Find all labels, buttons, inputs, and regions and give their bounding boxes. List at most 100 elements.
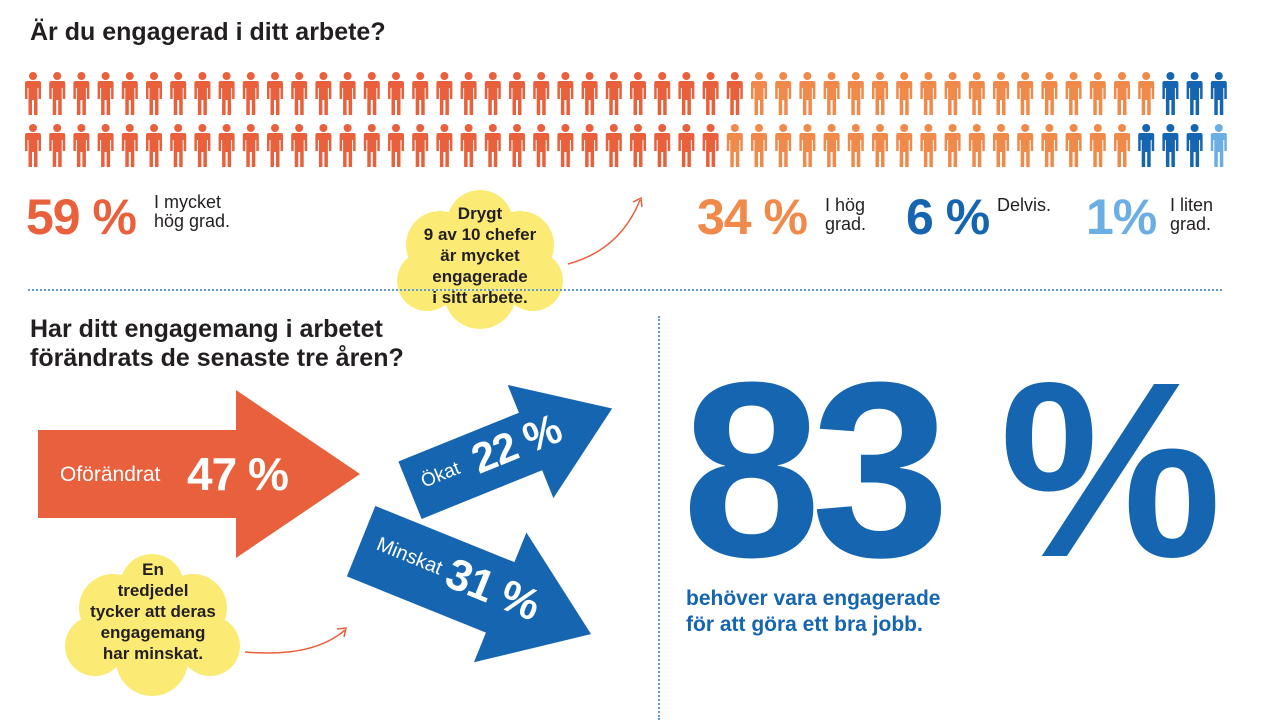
person-icon <box>460 124 477 167</box>
person-icon <box>702 124 719 167</box>
speech-cloud-bottom <box>65 554 240 696</box>
person-icon <box>1210 124 1227 167</box>
person-icon <box>460 72 477 115</box>
person-icon <box>1186 72 1203 115</box>
person-icon <box>49 124 66 167</box>
person-icon <box>799 124 816 167</box>
person-icon <box>1089 72 1106 115</box>
arrow-decreased: Minskat 31 % <box>335 476 619 699</box>
person-icon <box>944 72 961 115</box>
person-icon <box>194 72 211 115</box>
pointer-arrow-top <box>567 196 643 265</box>
person-icon <box>315 72 332 115</box>
person-icon <box>363 72 380 115</box>
person-icon <box>1114 72 1130 115</box>
stat-value-high: 34 % <box>697 189 808 245</box>
person-icon <box>97 124 114 167</box>
person-icon <box>847 124 864 167</box>
stat-label-high: I hög grad. <box>825 195 867 234</box>
person-icon <box>242 124 259 167</box>
person-icon <box>605 72 622 115</box>
person-icon <box>775 72 792 115</box>
person-icon <box>896 72 913 115</box>
person-icon <box>291 124 308 167</box>
arrow-unchanged-value: 47 % <box>187 448 289 500</box>
person-icon <box>630 124 646 167</box>
person-icon <box>412 124 429 167</box>
person-icon <box>702 72 719 115</box>
person-icon <box>242 72 259 115</box>
stat-label-low: I liten grad. <box>1170 195 1214 234</box>
person-icon <box>726 72 743 115</box>
person-icon <box>267 124 283 167</box>
person-icon <box>872 124 888 167</box>
stat-value-very-high: 59 % <box>26 189 137 245</box>
person-icon <box>1162 72 1179 115</box>
person-icon <box>799 72 816 115</box>
person-icon <box>654 124 671 167</box>
person-icon <box>993 72 1009 115</box>
person-icon <box>194 124 211 167</box>
person-icon <box>823 124 840 167</box>
person-icon <box>726 124 743 167</box>
stat-value-partly: 6 % <box>906 189 990 245</box>
person-icon <box>484 124 501 167</box>
person-icon <box>896 124 913 167</box>
person-icon <box>1210 72 1227 115</box>
person-icon <box>73 72 90 115</box>
person-icon <box>920 124 937 167</box>
person-icon <box>533 72 550 115</box>
pictogram-chart <box>25 72 1227 167</box>
person-icon <box>557 124 574 167</box>
arrow-increased: Ökat 22 % <box>387 351 637 547</box>
section2-title: Har ditt engagemang i arbetet förändrats… <box>30 315 404 372</box>
person-icon <box>775 124 792 167</box>
person-icon <box>25 72 41 115</box>
person-icon <box>509 124 525 167</box>
person-icon <box>49 72 66 115</box>
person-icon <box>170 124 187 167</box>
person-icon <box>1162 124 1179 167</box>
person-icon <box>315 124 332 167</box>
person-icon <box>1041 124 1058 167</box>
person-icon <box>605 124 622 167</box>
person-icon <box>73 124 90 167</box>
person-icon <box>436 124 453 167</box>
person-icon <box>436 72 453 115</box>
person-icon <box>1138 124 1155 167</box>
person-icon <box>968 124 985 167</box>
person-icon <box>388 124 404 167</box>
person-icon <box>993 124 1009 167</box>
person-icon <box>484 72 501 115</box>
person-icon <box>1114 124 1130 167</box>
person-icon <box>388 72 404 115</box>
person-icon <box>944 124 961 167</box>
person-icon <box>581 72 598 115</box>
person-icon <box>339 124 356 167</box>
person-icon <box>1186 124 1203 167</box>
person-icon <box>678 124 695 167</box>
person-icon <box>968 72 985 115</box>
person-icon <box>146 124 162 167</box>
person-icon <box>847 72 864 115</box>
person-icon <box>1089 124 1106 167</box>
person-icon <box>557 72 574 115</box>
arrow-unchanged-label: Oförändrat <box>60 463 161 486</box>
person-icon <box>581 124 598 167</box>
person-icon <box>218 72 235 115</box>
cloud-bottom-text: En tredjedel tycker att deras engagemang… <box>90 560 216 663</box>
person-icon <box>1065 72 1082 115</box>
person-icon <box>170 72 187 115</box>
cloud-top-text: Drygt 9 av 10 chefer är mycket engagerad… <box>423 204 537 307</box>
arrow-unchanged <box>38 390 360 558</box>
person-icon <box>146 72 162 115</box>
person-icon <box>872 72 888 115</box>
person-icon <box>25 124 41 167</box>
big-percentage: 83 % <box>682 330 1222 609</box>
person-icon <box>1017 72 1034 115</box>
person-icon <box>97 72 114 115</box>
person-icon <box>1041 72 1058 115</box>
person-icon <box>218 124 235 167</box>
person-icon <box>509 72 525 115</box>
stat-label-partly: Delvis. <box>997 195 1052 215</box>
